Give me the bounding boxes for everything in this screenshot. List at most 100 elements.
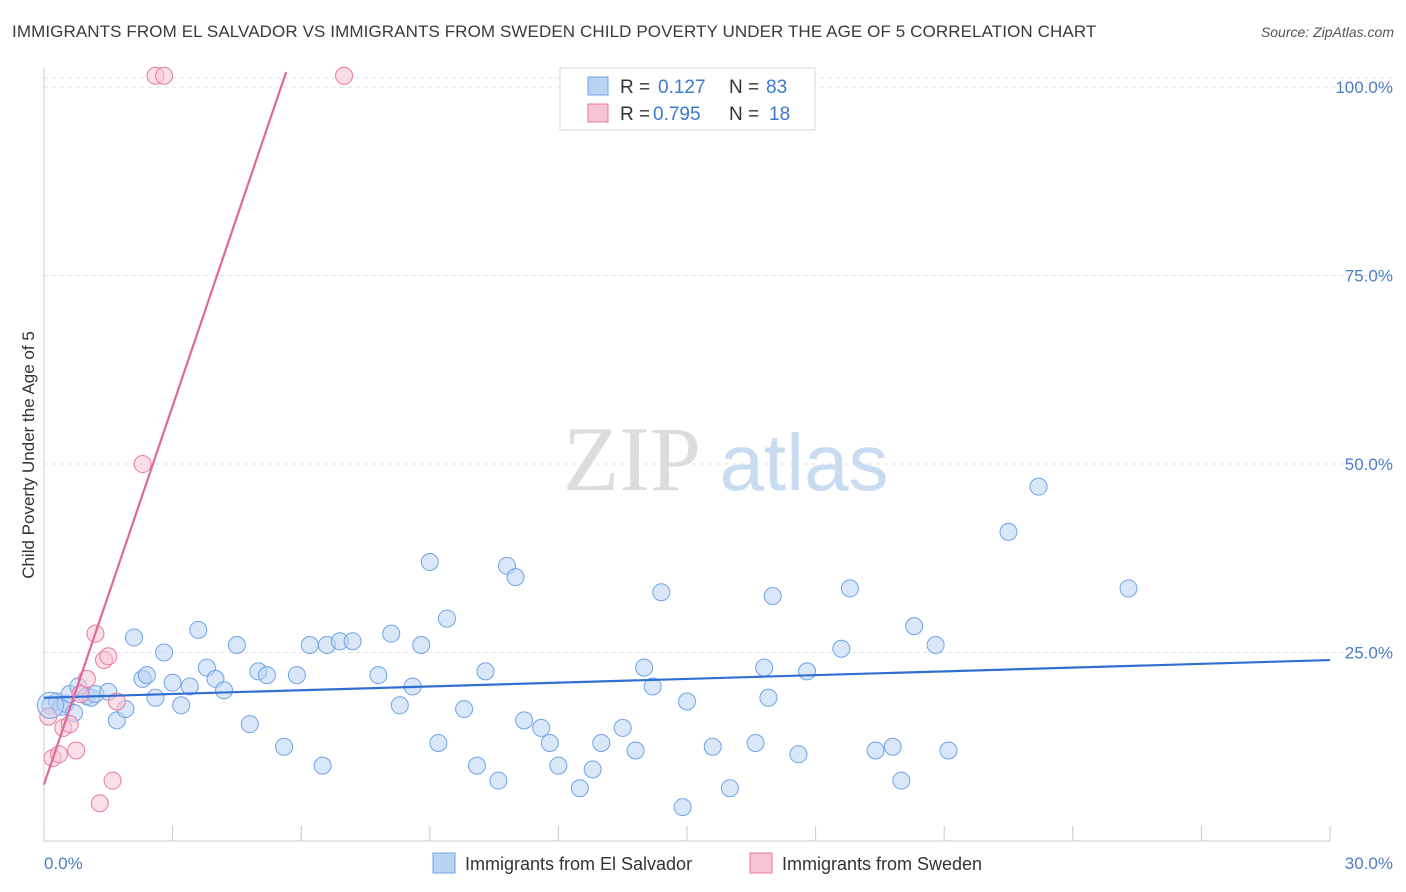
point-el-salvador xyxy=(125,628,144,647)
point-el-salvador xyxy=(287,666,306,685)
point-el-salvador xyxy=(476,662,495,681)
legend-r-label-1: R = xyxy=(620,77,650,98)
point-el-salvador xyxy=(798,662,817,681)
legend-r-value-1: 0.127 xyxy=(658,77,706,98)
point-el-salvador xyxy=(892,771,911,790)
legend-series-sweden: Immigrants from Sweden xyxy=(782,854,982,874)
point-el-salvador xyxy=(673,798,692,817)
point-el-salvador xyxy=(759,688,778,707)
point-sweden xyxy=(335,66,354,85)
legend-series-el-salvador: Immigrants from El Salvador xyxy=(465,854,692,874)
watermark-zip: ZIP xyxy=(563,408,701,510)
y-tick-labels: 25.0% 50.0% 75.0% 100.0% xyxy=(1335,78,1393,662)
point-el-salvador xyxy=(163,673,182,692)
point-el-salvador xyxy=(549,756,568,775)
point-el-salvador xyxy=(429,733,448,752)
point-el-salvador xyxy=(643,677,662,696)
point-sweden xyxy=(67,741,86,760)
source-credit: Source: ZipAtlas.com xyxy=(1260,24,1394,40)
x-tick-label-left: 0.0% xyxy=(44,854,83,873)
y-axis-title: Child Poverty Under the Age of 5 xyxy=(19,331,38,579)
point-el-salvador xyxy=(926,635,945,654)
point-el-salvador xyxy=(369,666,388,685)
y-tick-label: 75.0% xyxy=(1345,267,1393,286)
gridlines xyxy=(44,77,1393,654)
legend-n-label-2: N = xyxy=(729,104,759,125)
point-el-salvador xyxy=(420,553,439,572)
legend-swatch-sweden xyxy=(587,103,609,123)
point-el-salvador xyxy=(515,711,534,730)
point-el-salvador xyxy=(189,620,208,639)
y-tick-label: 100.0% xyxy=(1335,78,1393,97)
point-el-salvador xyxy=(240,715,259,734)
point-el-salvador xyxy=(570,779,589,798)
point-el-salvador xyxy=(390,696,409,715)
point-sweden xyxy=(107,692,126,711)
legend-n-label-1: N = xyxy=(729,77,759,98)
y-tick-label: 25.0% xyxy=(1345,644,1393,663)
legend-r-value-2: 0.795 xyxy=(653,104,701,125)
point-el-salvador xyxy=(137,666,156,685)
point-el-salvador xyxy=(382,624,401,643)
point-el-salvador xyxy=(939,741,958,760)
point-el-salvador xyxy=(905,617,924,636)
point-el-salvador xyxy=(1029,477,1048,496)
legend-r-label-2: R = xyxy=(620,104,650,125)
point-sweden xyxy=(103,771,122,790)
point-sweden xyxy=(155,66,174,85)
point-el-salvador xyxy=(437,609,456,628)
point-el-salvador xyxy=(720,779,739,798)
axes xyxy=(43,68,1331,842)
point-el-salvador xyxy=(532,718,551,737)
watermark: ZIP atlas xyxy=(563,408,888,510)
trend-lines xyxy=(42,71,1331,785)
point-el-salvador xyxy=(257,666,276,685)
point-el-salvador xyxy=(703,737,722,756)
point-el-salvador xyxy=(506,568,525,587)
point-el-salvador xyxy=(746,733,765,752)
point-sweden xyxy=(99,647,118,666)
point-el-salvador xyxy=(180,677,199,696)
point-sweden xyxy=(90,794,109,813)
point-el-salvador xyxy=(343,632,362,651)
point-el-salvador xyxy=(455,700,474,719)
point-sweden xyxy=(133,455,152,474)
legend-swatch-bottom-el-salvador xyxy=(432,852,456,874)
point-el-salvador xyxy=(613,718,632,737)
point-el-salvador xyxy=(592,733,611,752)
point-el-salvador xyxy=(146,688,165,707)
point-sweden xyxy=(77,669,96,688)
point-el-salvador xyxy=(840,579,859,598)
point-el-salvador xyxy=(626,741,645,760)
point-el-salvador xyxy=(489,771,508,790)
correlation-legend: R = 0.127 N = 83 R = 0.795 N = 18 xyxy=(559,67,816,131)
watermark-atlas: atlas xyxy=(720,418,889,507)
point-el-salvador-cluster xyxy=(36,691,64,719)
point-el-salvador xyxy=(635,658,654,677)
point-el-salvador xyxy=(763,586,782,605)
point-el-salvador xyxy=(540,733,559,752)
x-tick-label-right: 30.0% xyxy=(1345,854,1393,873)
point-el-salvador xyxy=(755,658,774,677)
point-el-salvador xyxy=(227,635,246,654)
series-el-salvador xyxy=(41,477,1138,817)
point-el-salvador xyxy=(300,635,319,654)
point-el-salvador xyxy=(789,745,808,764)
legend-n-value-1: 83 xyxy=(766,77,787,98)
series-sweden xyxy=(39,66,354,813)
point-el-salvador xyxy=(678,692,696,711)
point-el-salvador xyxy=(313,756,332,775)
legend-swatch-bottom-sweden xyxy=(749,852,773,874)
y-tick-label: 50.0% xyxy=(1345,455,1393,474)
legend-n-value-2: 18 xyxy=(769,104,790,125)
point-el-salvador xyxy=(172,696,191,715)
point-el-salvador xyxy=(215,681,234,700)
trend-line-sweden xyxy=(42,71,288,785)
point-el-salvador xyxy=(275,737,294,756)
point-el-salvador xyxy=(1119,579,1138,598)
trend-line-el-salvador xyxy=(43,658,1331,699)
point-el-salvador xyxy=(999,522,1018,541)
point-el-salvador xyxy=(652,583,671,602)
point-el-salvador xyxy=(412,635,431,654)
